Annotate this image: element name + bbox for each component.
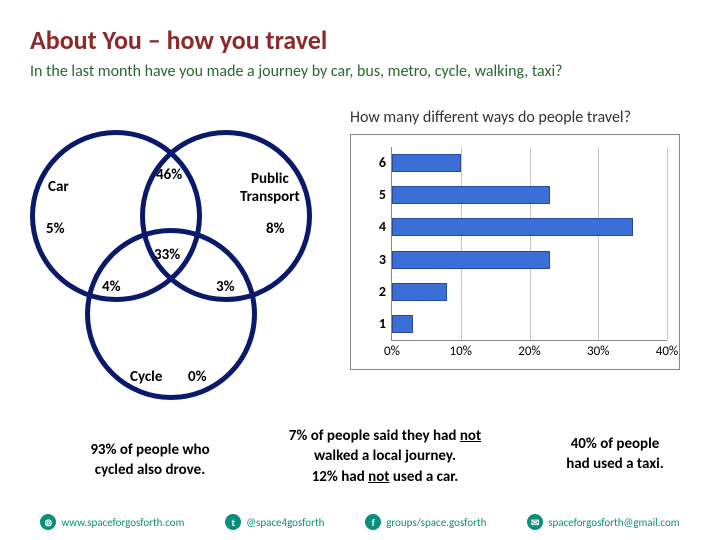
- barchart-gridline: [461, 147, 462, 340]
- barchart-gridline: [530, 147, 531, 340]
- barchart-xtick: 40%: [656, 344, 678, 359]
- venn-value-pt-only: 8%: [266, 220, 285, 238]
- page-title: About You – how you travel: [30, 24, 327, 56]
- venn-value-car-pt: 46%: [156, 166, 182, 184]
- barchart-gridline: [667, 147, 668, 340]
- factoid-right: 40% of people had used a taxi.: [540, 434, 690, 475]
- barchart-ytick: 5: [356, 186, 386, 203]
- barchart-bar: [392, 186, 550, 204]
- subtitle: In the last month have you made a journe…: [30, 62, 563, 81]
- barchart-bar: [392, 154, 461, 172]
- footer-text: www.spaceforgosforth.com: [61, 516, 184, 529]
- factoid-mid1a: 7% of people said they had: [289, 427, 457, 445]
- barchart-bar: [392, 315, 413, 333]
- factoid-mid2b: not: [368, 468, 389, 486]
- barchart-ytick: 6: [356, 154, 386, 171]
- footer-text: @space4gosforth: [246, 516, 324, 529]
- barchart-ytick: 3: [356, 251, 386, 268]
- footer-item: ✉ spaceforgosforth@gmail.com: [527, 514, 679, 530]
- factoid-mid1b: not: [460, 427, 481, 445]
- venn-value-car-cycle: 4%: [102, 278, 121, 296]
- footer: ⊚ www.spaceforgosforth.com t @space4gosfort…: [0, 514, 720, 530]
- venn-label-public-transport: Public Transport: [240, 170, 300, 206]
- factoid-mid: 7% of people said they had not walked a …: [270, 426, 500, 487]
- barchart-xtick: 30%: [587, 344, 609, 359]
- facebook-icon: f: [365, 514, 381, 530]
- venn-diagram: Car Public Transport Cycle 5% 8% 0% 46% …: [30, 130, 330, 420]
- venn-label-car: Car: [48, 178, 69, 196]
- venn-value-cycle-only: 0%: [188, 368, 207, 386]
- barchart-gridline: [598, 147, 599, 340]
- footer-item: t @space4gosforth: [225, 514, 324, 530]
- factoid-left: 93% of people who cycled also drove.: [50, 440, 250, 481]
- footer-text: groups/space.gosforth: [386, 516, 486, 529]
- barchart-xtick: 20%: [518, 344, 540, 359]
- footer-text: spaceforgosforth@gmail.com: [548, 516, 679, 529]
- footer-item: ⊚ www.spaceforgosforth.com: [40, 514, 184, 530]
- barchart-xtick: 0%: [384, 344, 400, 359]
- venn-value-pt-cycle: 3%: [216, 278, 235, 296]
- barchart-plot: 0%10%20%30%40%654321: [391, 147, 667, 341]
- factoid-mid2a: 12% had: [312, 468, 368, 486]
- barchart-title: How many different ways do people travel…: [350, 108, 631, 127]
- globe-icon: ⊚: [40, 514, 56, 530]
- factoid-mid2c: used a car.: [389, 468, 458, 486]
- barchart-ytick: 4: [356, 218, 386, 235]
- barchart: 0% 10% 20% 30% 40% 6 5 4 3 2 1: [350, 134, 680, 370]
- venn-value-car-only: 5%: [46, 220, 65, 238]
- venn-label-cycle: Cycle: [130, 368, 162, 386]
- barchart-ytick: 2: [356, 283, 386, 300]
- factoid-mid1c: walked a local journey.: [314, 447, 456, 465]
- footer-item: f groups/space.gosforth: [365, 514, 486, 530]
- mail-icon: ✉: [527, 514, 543, 530]
- barchart-xtick: 10%: [450, 344, 472, 359]
- barchart-ytick: 1: [356, 315, 386, 332]
- barchart-bar: [392, 218, 633, 236]
- barchart-bar: [392, 283, 447, 301]
- barchart-bar: [392, 251, 550, 269]
- twitter-icon: t: [225, 514, 241, 530]
- venn-value-all-three: 33%: [154, 246, 180, 264]
